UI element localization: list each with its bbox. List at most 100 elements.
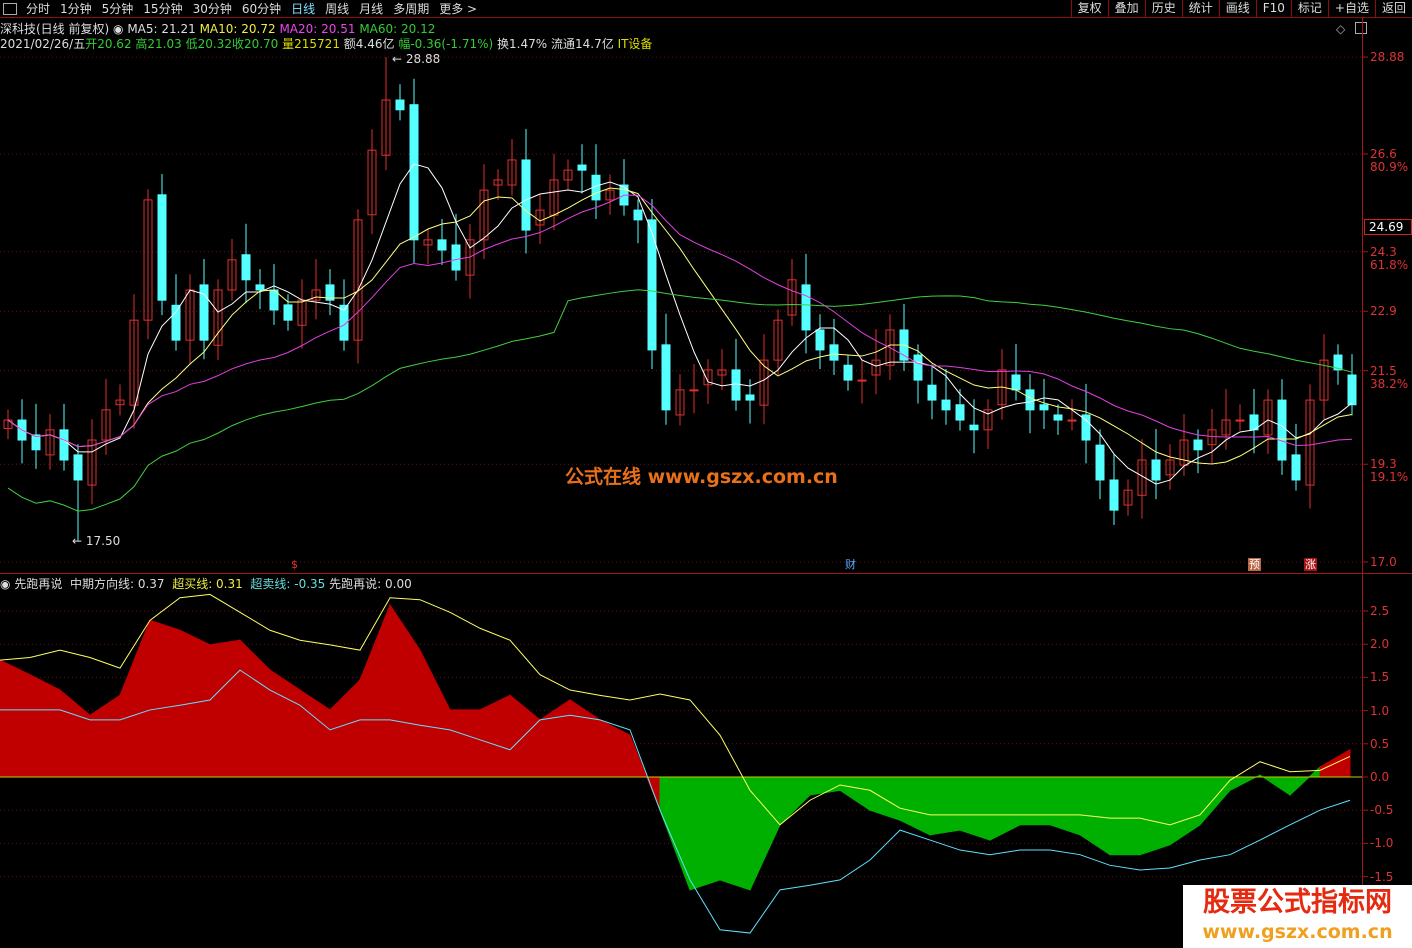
period-tab[interactable]: 周线 [325, 2, 350, 16]
fib-percent: 38.2% [1370, 376, 1409, 391]
toolbar-button[interactable]: 复权 [1070, 0, 1108, 18]
indicator-tick: 0.5 [1370, 736, 1390, 751]
period-tab[interactable]: 月线 [359, 2, 384, 16]
indicator-area [929, 776, 961, 836]
period-tab[interactable]: 分时 [26, 2, 51, 16]
candle-up [703, 369, 713, 386]
indicator-area [209, 639, 241, 778]
candle-down [731, 369, 741, 401]
candle-up [1235, 419, 1245, 422]
marker-dollar[interactable]: $ [291, 558, 298, 571]
indicator-area [959, 776, 991, 841]
panel-icon[interactable] [1355, 22, 1367, 34]
indicator-area [269, 669, 301, 778]
low-label: ← 17.50 [72, 534, 120, 548]
period-tab[interactable]: 更多 > [439, 2, 478, 16]
period-tab[interactable]: 30分钟 [192, 2, 232, 16]
marker-forecast[interactable]: 预 [1248, 558, 1261, 571]
candle-down [325, 284, 335, 301]
candle-down [157, 194, 167, 301]
turnover: 换1.47% [497, 37, 548, 51]
ma20-line [7, 194, 1353, 448]
diamond-icon[interactable]: ◇ [1336, 22, 1346, 36]
candle-down [913, 354, 923, 381]
marker-finance[interactable]: 财 [845, 558, 856, 571]
open: 开20.62 [85, 37, 132, 51]
candle-down [843, 364, 853, 381]
candle-up [1123, 489, 1133, 506]
candle-up [101, 409, 111, 441]
candle-up [1221, 419, 1231, 436]
candle-down [647, 219, 657, 351]
indicator-area [389, 603, 421, 778]
toolbar-button[interactable]: F10 [1255, 0, 1291, 18]
candle-up [983, 409, 993, 431]
candle-down [1291, 454, 1301, 481]
candle-up [1165, 459, 1175, 476]
toolbar-button[interactable]: 画线 [1218, 0, 1256, 18]
toolbar-button[interactable]: 叠加 [1107, 0, 1145, 18]
fib-percent: 61.8% [1370, 257, 1409, 272]
candle-up [353, 219, 363, 341]
candle-down [1151, 459, 1161, 481]
indicator-tick: 1.5 [1370, 670, 1390, 685]
indicator-area [989, 776, 1021, 841]
indicator-tick: 2.5 [1370, 604, 1390, 618]
candle-down [1025, 389, 1035, 411]
period-tab[interactable]: 日线 [291, 2, 316, 16]
toolbar-button[interactable]: +自选 [1327, 0, 1375, 18]
candle-down [437, 239, 447, 251]
marker-rise[interactable]: 涨 [1304, 558, 1317, 571]
indicator-tick: 2.0 [1370, 637, 1390, 652]
price-tick: 22.9 [1370, 304, 1397, 319]
candle-up [45, 429, 55, 456]
overbought-value: 超买线: 0.31 [172, 577, 243, 591]
indicator-name: 先跑再说 [14, 577, 63, 591]
toolbar-button[interactable]: 统计 [1181, 0, 1219, 18]
fib-percent: 80.9% [1370, 160, 1409, 174]
candle-down [969, 424, 979, 431]
candle-up [367, 149, 377, 216]
dropdown-icon[interactable]: ◉ [113, 22, 124, 36]
period-tab[interactable]: 多周期 [393, 2, 430, 16]
ma10-value: MA10: 20.72 [199, 22, 276, 36]
toolbar-button[interactable]: 返回 [1374, 0, 1412, 18]
fib-percent: 19.1% [1370, 470, 1409, 485]
indicator-area [659, 776, 691, 891]
indicator-tick: -1.0 [1370, 836, 1394, 851]
indicator-area [59, 688, 91, 778]
candle-up [1263, 399, 1273, 436]
toolbar-button[interactable]: 历史 [1144, 0, 1182, 18]
sector[interactable]: IT设备 [617, 37, 653, 51]
panel-toggle-icon[interactable] [3, 2, 17, 15]
ma5-line [7, 163, 1353, 485]
indicator-area [1259, 774, 1291, 796]
period-tab[interactable]: 60分钟 [241, 2, 282, 16]
candle-down [31, 434, 41, 451]
indicator-area [779, 776, 811, 827]
dropdown-icon[interactable]: ◉ [0, 577, 11, 591]
panel-divider[interactable] [0, 573, 1412, 574]
indicator-area [359, 604, 391, 778]
candle-down [1095, 444, 1105, 481]
candle-down [577, 164, 587, 171]
period-tab[interactable]: 5分钟 [101, 2, 134, 16]
candle-up [773, 319, 783, 361]
indicator-area [539, 699, 571, 778]
indicator-tick: 1.0 [1370, 703, 1390, 718]
candle-up [1067, 419, 1077, 422]
candle-up [1305, 399, 1315, 486]
period-tab[interactable]: 1分钟 [60, 2, 92, 16]
toolbar-button[interactable]: 标记 [1290, 0, 1328, 18]
period-tab[interactable]: 15分钟 [143, 2, 183, 16]
ma60-line [7, 289, 1353, 512]
candle-up [605, 189, 615, 201]
indicator-area [149, 619, 181, 778]
candle-down [941, 399, 951, 411]
indicator-area [299, 689, 331, 778]
candle-down [199, 284, 209, 341]
candle-down [1193, 439, 1203, 451]
candle-up [787, 279, 797, 316]
watermark: 公式在线 www.gszx.com.cn [565, 466, 838, 488]
